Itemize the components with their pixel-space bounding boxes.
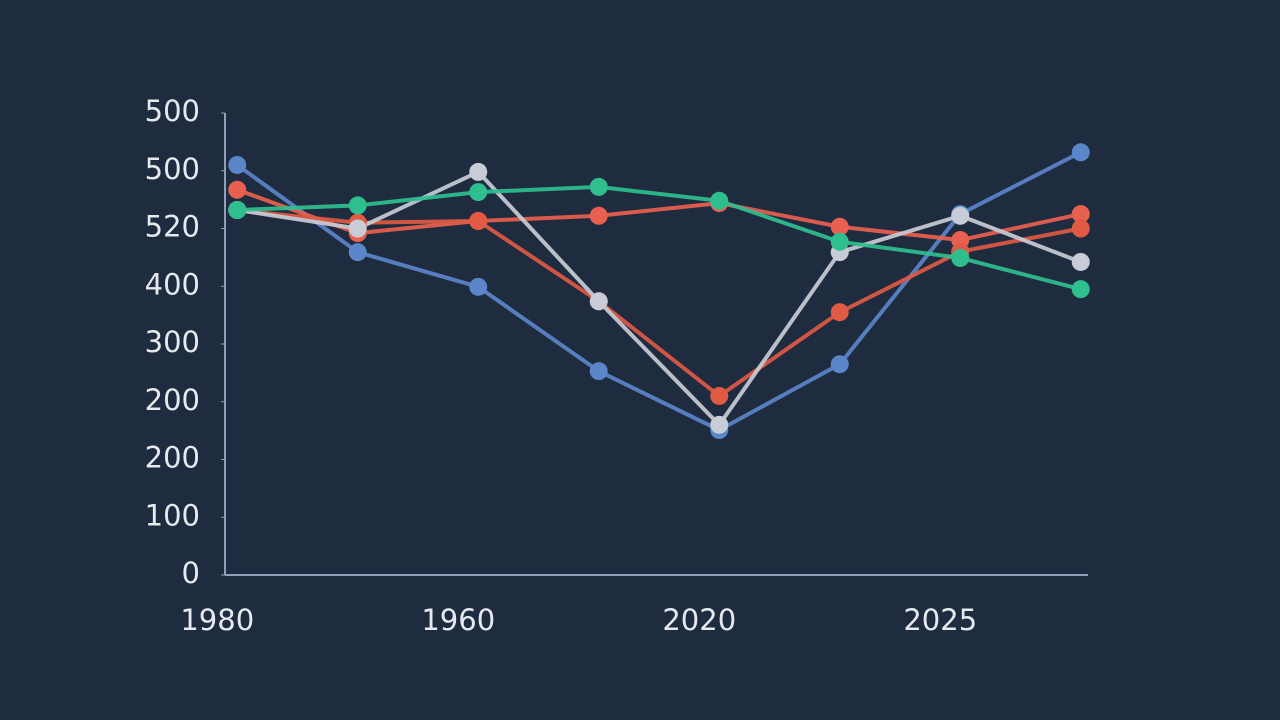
data-point <box>830 303 849 322</box>
y-tick-label: 300 <box>145 325 200 359</box>
data-point <box>1071 205 1090 224</box>
y-tick-label: 500 <box>145 94 200 128</box>
series-line <box>235 187 1083 243</box>
data-point <box>589 177 608 196</box>
data-point <box>589 362 608 381</box>
data-point <box>830 232 849 251</box>
data-point <box>710 191 729 210</box>
series-line <box>235 169 1083 427</box>
data-point <box>951 248 970 267</box>
y-tick-label: 400 <box>145 267 200 301</box>
y-tick-label: 500 <box>145 152 200 186</box>
data-point <box>228 180 247 199</box>
series-line <box>235 184 1083 292</box>
data-point <box>1071 252 1090 271</box>
y-tick-label: 100 <box>145 498 200 532</box>
data-point <box>348 196 367 215</box>
y-tick-label: 0 <box>182 556 200 590</box>
data-point <box>228 155 247 174</box>
data-point <box>348 219 367 238</box>
data-point <box>469 183 488 202</box>
data-point <box>469 277 488 296</box>
data-point <box>469 162 488 181</box>
x-tick-label: 2025 <box>903 603 977 637</box>
x-tick-label: 1960 <box>421 603 495 637</box>
data-point <box>348 243 367 262</box>
data-point <box>710 386 729 405</box>
data-point <box>830 217 849 236</box>
data-point <box>1071 280 1090 299</box>
x-tick-label: 2020 <box>662 603 736 637</box>
x-tick-label: 1980 <box>180 603 254 637</box>
data-point <box>1071 143 1090 162</box>
data-point <box>830 355 849 374</box>
data-point <box>228 201 247 220</box>
y-tick-label: 200 <box>145 441 200 475</box>
data-point <box>951 206 970 225</box>
series-line <box>235 208 1083 398</box>
data-point <box>469 211 488 230</box>
data-point <box>589 206 608 225</box>
data-point <box>710 415 729 434</box>
y-tick-label: 200 <box>145 383 200 417</box>
data-point <box>1071 219 1090 238</box>
data-point <box>589 292 608 311</box>
y-tick-label: 520 <box>145 210 200 244</box>
